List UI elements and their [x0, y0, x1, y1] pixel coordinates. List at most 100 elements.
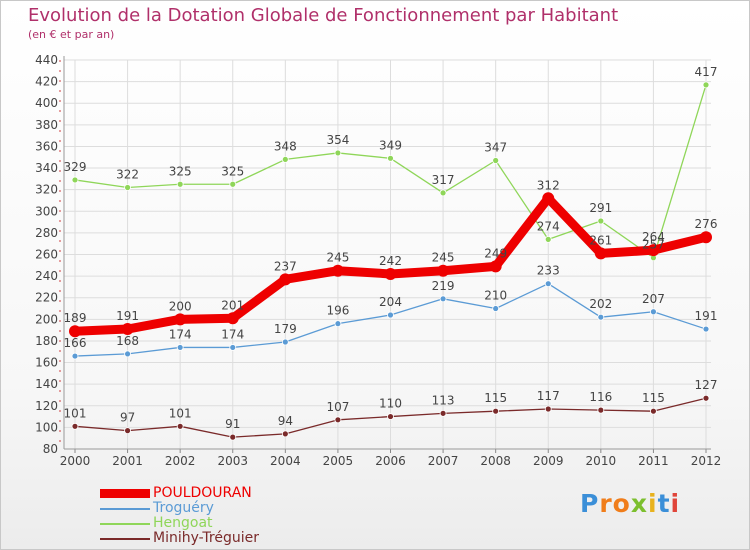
data-point	[71, 422, 79, 430]
data-point	[437, 264, 450, 277]
data-point	[334, 149, 342, 157]
data-label: 264	[642, 230, 665, 244]
data-point	[387, 311, 394, 319]
data-label: 191	[695, 309, 718, 323]
data-point	[384, 267, 397, 280]
data-label: 257	[642, 238, 665, 252]
data-label: 242	[379, 254, 402, 268]
data-label: 117	[537, 389, 560, 403]
y-tick-label: 380	[35, 118, 58, 132]
data-label: 322	[116, 168, 139, 182]
data-label: 210	[484, 289, 507, 303]
legend-label: Hengoat	[153, 515, 213, 531]
data-point	[331, 264, 344, 277]
data-point	[597, 313, 605, 321]
data-point	[597, 217, 605, 225]
data-point	[647, 244, 660, 257]
data-label: 202	[589, 297, 612, 311]
data-label: 245	[432, 251, 455, 265]
data-label: 329	[64, 160, 87, 174]
y-tick-label: 440	[35, 53, 58, 67]
data-label: 348	[274, 139, 297, 153]
y-tick-label: 160	[35, 356, 58, 370]
data-label: 113	[432, 393, 455, 407]
legend-swatch	[100, 507, 150, 510]
logo-letter: x	[630, 489, 648, 518]
logo-letter: r	[599, 489, 613, 518]
data-label: 127	[695, 378, 718, 392]
data-point	[439, 189, 447, 197]
data-point	[544, 280, 552, 288]
data-point	[700, 231, 712, 244]
data-point	[334, 320, 342, 328]
data-label: 249	[484, 246, 507, 260]
data-label: 347	[484, 140, 507, 154]
data-point	[544, 405, 552, 413]
data-point	[702, 394, 710, 402]
x-tick-label: 2010	[586, 454, 617, 468]
y-tick-label: 100	[35, 420, 58, 434]
data-point	[544, 235, 552, 243]
y-tick-label: 140	[35, 377, 58, 391]
data-label: 116	[589, 390, 612, 404]
logo-letter: P	[580, 489, 600, 518]
data-label: 201	[221, 298, 244, 312]
data-label: 276	[695, 217, 718, 231]
y-tick-label: 340	[35, 161, 58, 175]
data-point	[492, 157, 500, 164]
data-label: 417	[695, 65, 718, 79]
x-tick-label: 2000	[60, 454, 91, 468]
data-point	[176, 344, 184, 351]
data-label: 207	[642, 292, 665, 306]
logo-letter: o	[612, 489, 631, 518]
data-point	[492, 407, 500, 415]
x-tick-label: 2011	[638, 454, 669, 468]
data-point	[542, 192, 555, 205]
data-point	[439, 295, 447, 303]
data-label: 317	[432, 173, 455, 187]
y-tick-label: 180	[35, 334, 58, 348]
data-point	[69, 325, 81, 338]
data-label: 349	[379, 138, 402, 152]
data-point	[387, 413, 394, 420]
legend-swatch	[100, 537, 150, 540]
data-label: 97	[120, 411, 135, 425]
legend-swatch	[100, 489, 150, 498]
data-label: 101	[169, 406, 192, 420]
data-point	[281, 156, 289, 163]
data-label: 219	[432, 279, 455, 293]
y-tick-label: 420	[35, 75, 58, 89]
legend-label: Minihy-Tréguier	[153, 530, 259, 546]
legend-label: Troguéry	[153, 500, 214, 516]
data-point	[229, 433, 237, 441]
data-point	[121, 323, 134, 336]
logo-letter: i	[648, 489, 658, 518]
data-point	[439, 409, 447, 417]
data-point	[176, 422, 184, 430]
data-label: 174	[221, 327, 244, 341]
x-tick-label: 2008	[480, 454, 511, 468]
data-point	[489, 260, 502, 273]
data-point	[334, 416, 342, 424]
x-tick-label: 2007	[428, 454, 459, 468]
data-point	[124, 427, 131, 435]
data-point	[71, 352, 79, 360]
data-label: 274	[537, 219, 560, 233]
x-tick-label: 2012	[691, 454, 722, 468]
data-label: 291	[589, 201, 612, 215]
data-label: 115	[484, 391, 507, 405]
data-point	[226, 312, 239, 325]
y-tick-label: 360	[35, 139, 58, 153]
data-label: 325	[169, 164, 192, 178]
data-point	[229, 180, 237, 188]
data-label: 168	[116, 334, 139, 348]
data-point	[174, 313, 187, 326]
y-tick-label: 120	[35, 399, 58, 413]
legend-label: POULDOURAN	[153, 485, 252, 501]
data-label: 189	[64, 311, 87, 325]
data-point	[124, 350, 131, 358]
data-point	[387, 154, 394, 162]
x-tick-label: 2001	[112, 454, 143, 468]
chart-title: Evolution de la Dotation Globale de Fonc…	[28, 5, 619, 26]
data-label: 179	[274, 322, 297, 336]
